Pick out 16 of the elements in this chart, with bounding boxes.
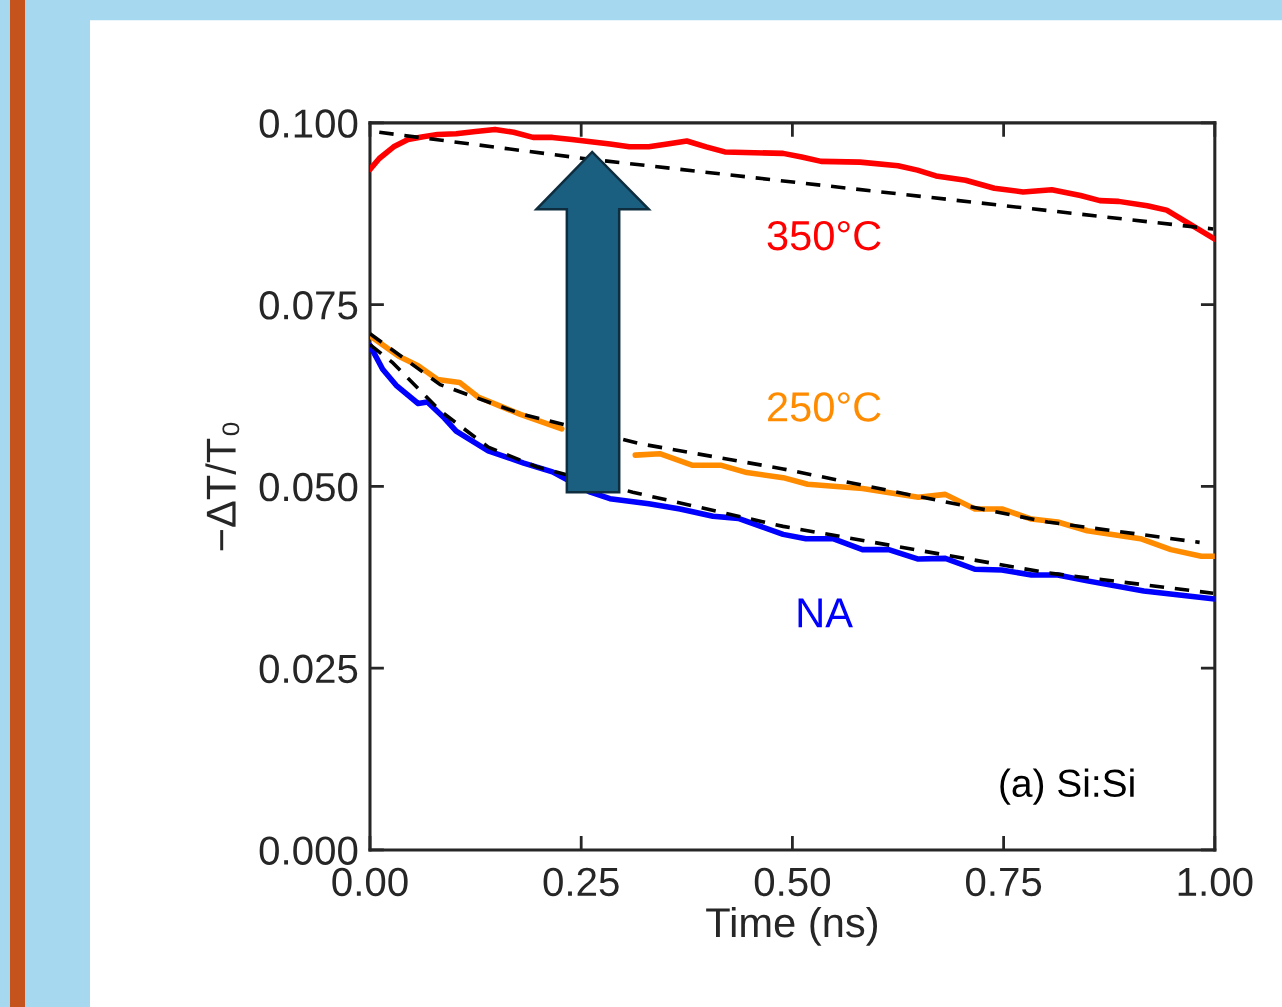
y-tick-label: 0.025 bbox=[259, 654, 358, 684]
x-tick-label: 0.50 bbox=[754, 867, 831, 897]
y-tick-label: 0.075 bbox=[259, 291, 358, 320]
y-tick-label: 0.000 bbox=[259, 836, 358, 865]
x-tick-label: 0.25 bbox=[543, 867, 619, 897]
y-tick-label: 0.050 bbox=[259, 472, 358, 502]
x-axis-title: Time (ns) bbox=[706, 906, 877, 946]
y-tick-label: 0.100 bbox=[259, 109, 358, 138]
x-tick-label: 0.75 bbox=[965, 867, 1042, 897]
y-axis-title: −ΔT/T₀ bbox=[205, 422, 240, 551]
annotation: (a) Si:Si bbox=[1000, 768, 1134, 805]
x-tick-label: 0.00 bbox=[332, 867, 408, 897]
x-tick-label: 1.00 bbox=[1178, 867, 1253, 897]
series-label: NA bbox=[798, 598, 853, 628]
series-label: 350°C bbox=[767, 220, 881, 251]
series-label: 250°C bbox=[768, 392, 881, 422]
